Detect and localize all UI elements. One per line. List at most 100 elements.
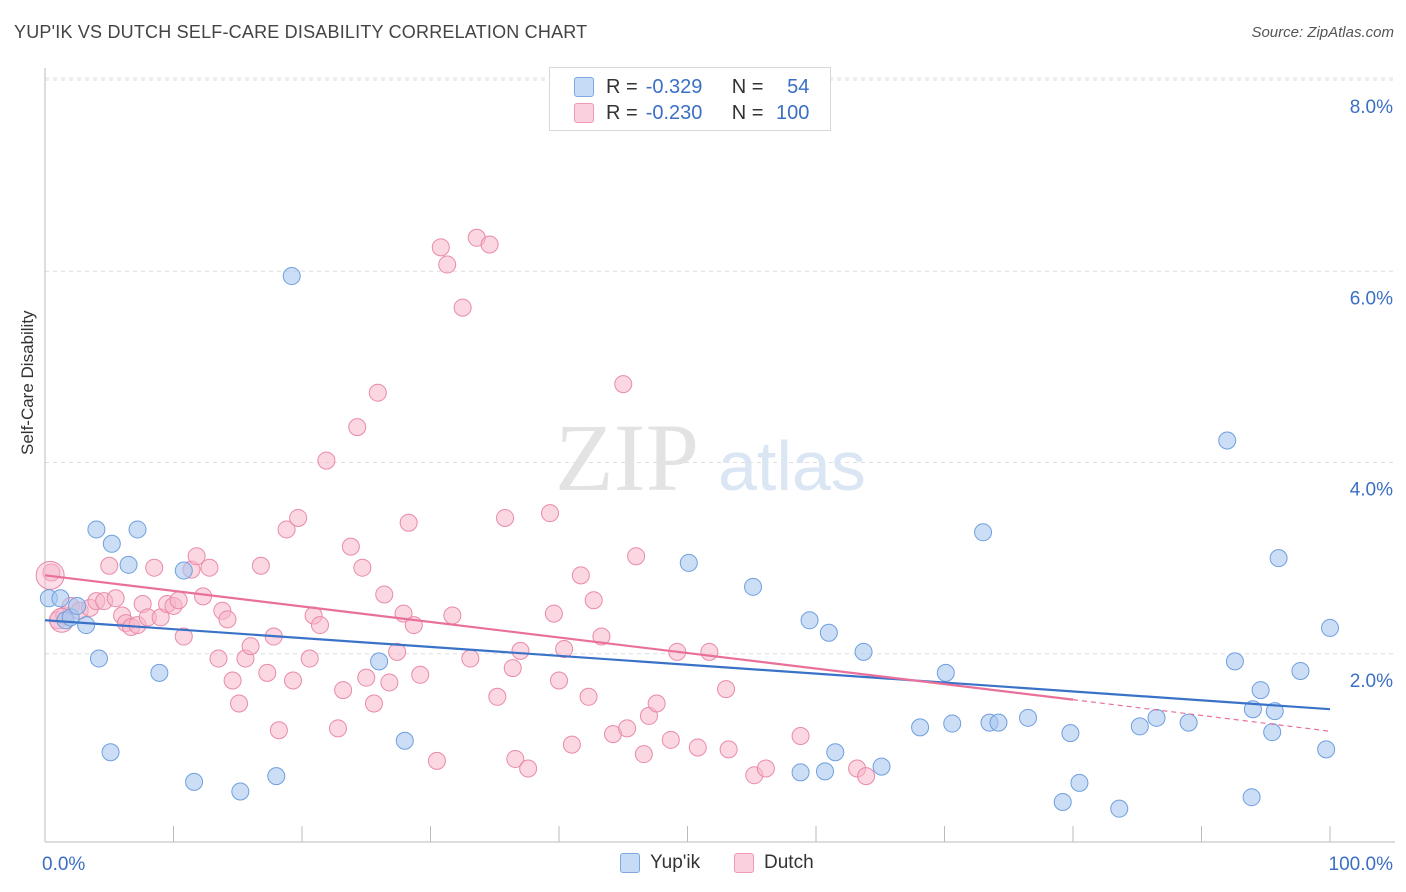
dutch-point [277,520,296,539]
dutch-point [174,627,193,646]
dutch-point [289,508,308,527]
r-value: -0.329 [645,75,703,98]
tick-labels: 2.0% 4.0% 6.0% 8.0% 0.0% 100.0% [42,97,1393,875]
yupik-point [370,652,389,671]
yupik-point [826,743,845,762]
yupik-point [1269,549,1288,568]
dutch-point [223,671,242,690]
yupik-point [800,611,819,630]
yupik-point [1179,713,1198,732]
dutch-point [627,547,646,566]
dutch-point [431,238,450,257]
yupik-point [911,718,930,737]
dutch-trend-extension [1072,699,1331,732]
legend-label-yupik: Yup'ik [650,852,701,873]
yupik-point [1019,708,1038,727]
dutch-point [209,649,228,668]
dutch-point [555,639,574,658]
yupik-point [1263,723,1282,742]
dutch-point [791,726,810,745]
dutch-point [700,642,719,661]
legend-label-dutch: Dutch [764,852,814,873]
yupik-point [1070,773,1089,792]
dutch-point [480,235,499,254]
y-tick-label: 4.0% [1350,480,1393,501]
dutch-trend-line [44,574,1074,701]
dutch-point [241,637,260,656]
dutch-point [584,591,603,610]
x-tick-label: 100.0% [1329,854,1394,875]
dutch-point [411,665,430,684]
dutch-point [399,513,418,532]
dutch-point [194,587,213,606]
legend-item-dutch: Dutch [734,852,814,874]
yupik-point [174,561,193,580]
dutch-point [187,547,206,566]
source-credit: Source: ZipAtlas.com [1251,24,1394,41]
dutch-point [717,680,736,699]
dutch-point [230,694,249,713]
dutch-point [100,556,119,575]
yupik-point [150,663,169,682]
x-tick-label: 0.0% [42,854,85,875]
yupik-point [943,714,962,733]
dutch-point [218,610,237,629]
dutch-point [614,375,633,394]
watermark-zip: ZIP [555,404,699,511]
dutch-point [380,673,399,692]
dutch-point [258,663,277,682]
n-label: N = [731,101,764,124]
dutch-point [618,719,637,738]
dutch-point [200,558,219,577]
dutch-swatch [734,853,754,873]
yupik-point [51,589,70,608]
dutch-point [634,745,653,764]
dutch-point [317,451,336,470]
dutch-point [519,759,538,778]
trend-lines [44,574,1331,732]
y-tick-label: 2.0% [1350,671,1393,692]
series-legend: Yup'ik Dutch [0,852,1406,878]
dutch-point [348,418,367,437]
dutch-swatch [574,103,594,123]
yupik-point [1053,792,1072,811]
r-label: R = [606,101,638,124]
dutch-point [541,504,560,523]
dutch-point [334,681,353,700]
dutch-point [756,759,775,778]
yupik-point [68,596,87,615]
yupik-point [1147,708,1166,727]
yupik-point [1225,652,1244,671]
legend-row-yupik: R = -0.329 N = 54 [574,75,809,99]
yupik-point [101,743,120,762]
yupik-point [819,623,838,642]
dutch-point [661,730,680,749]
gridlines [45,77,1395,655]
dutch-point [353,558,372,577]
dutch-point [453,298,472,317]
r-value: -0.230 [645,101,703,124]
yupik-point [395,731,414,750]
dutch-point [488,687,507,706]
dutch-point [328,719,347,738]
n-value: 100 [776,101,810,124]
yupik-trend-line [44,619,1331,711]
watermark-atlas: atlas [718,427,866,505]
yupik-point [872,757,891,776]
yupik-point [185,772,204,791]
yupik-point [936,663,955,682]
dutch-point [300,649,319,668]
dutch-point [368,383,387,402]
dutch-point [647,694,666,713]
yupik-point [119,555,138,574]
legend-row-dutch: R = -0.230 N = 100 [574,101,809,125]
dutch-point [310,616,329,635]
yupik-point [989,713,1008,732]
yupik-point [744,577,763,596]
yupik-point [231,782,250,801]
yupik-point [1242,788,1261,807]
yupik-point [1110,799,1129,818]
legend-item-yupik: Yup'ik [620,852,700,874]
dutch-point [438,255,457,274]
